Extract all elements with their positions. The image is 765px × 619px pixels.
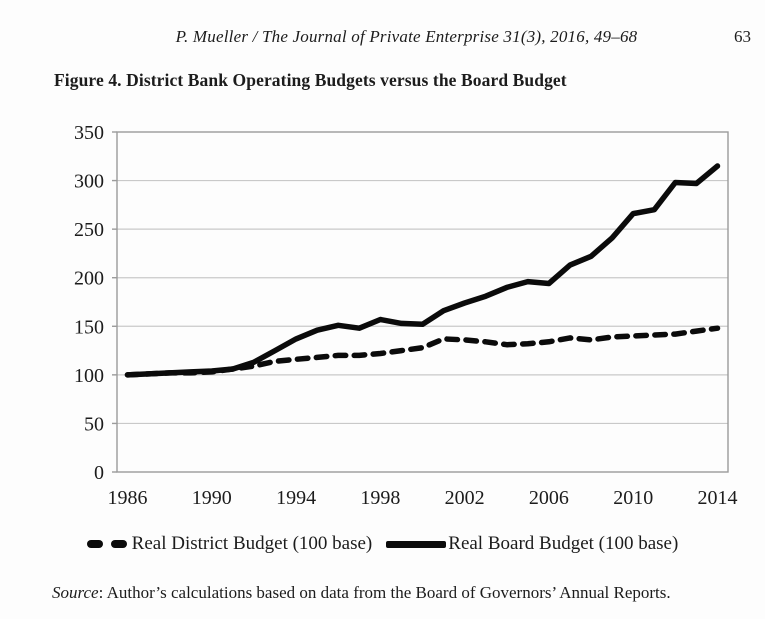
- chart-legend: Real District Budget (100 base) Real Boa…: [0, 530, 765, 558]
- plot-border: [116, 131, 729, 473]
- y-tick-label: 150: [74, 316, 104, 338]
- board-solid-marker: [386, 540, 447, 548]
- x-tick-label: 1998: [360, 487, 400, 509]
- line-chart: 0 50 100 150 200 250 300 350 1986 1990 1994 1998 200…: [74, 122, 737, 509]
- x-tick-label: 2014: [697, 487, 737, 509]
- x-tick-label: 2010: [613, 487, 653, 509]
- y-tick-label: 250: [74, 219, 104, 241]
- y-tick-label: 200: [74, 268, 104, 290]
- x-tick-label: 2006: [529, 487, 569, 509]
- x-tick-label: 2002: [445, 487, 485, 509]
- y-tick-label: 50: [84, 413, 104, 435]
- x-tick-label: 1994: [276, 487, 316, 509]
- y-tick-label: 100: [74, 365, 104, 387]
- district-dashed-marker: [86, 540, 127, 548]
- x-tick-label: 1986: [108, 487, 148, 509]
- source-note: Source: Author’s calculations based on d…: [52, 583, 671, 603]
- legend-label-board: Real Board Budget (100 base): [448, 533, 679, 554]
- source-text: : Author’s calculations based on data fr…: [98, 583, 671, 602]
- y-tick-label: 350: [74, 122, 104, 144]
- x-tick-label: 1990: [192, 487, 232, 509]
- running-head: P. Mueller / The Journal of Private Ente…: [175, 27, 638, 46]
- source-label: Source: [52, 583, 99, 602]
- page-number: 63: [734, 27, 751, 46]
- figure-title: Figure 4. District Bank Operating Budget…: [54, 70, 567, 90]
- board-budget-line: [124, 163, 721, 378]
- y-tick-label: 0: [94, 462, 104, 484]
- y-tick-label: 300: [74, 171, 104, 193]
- legend-label-district: Real District Budget (100 base): [131, 533, 373, 554]
